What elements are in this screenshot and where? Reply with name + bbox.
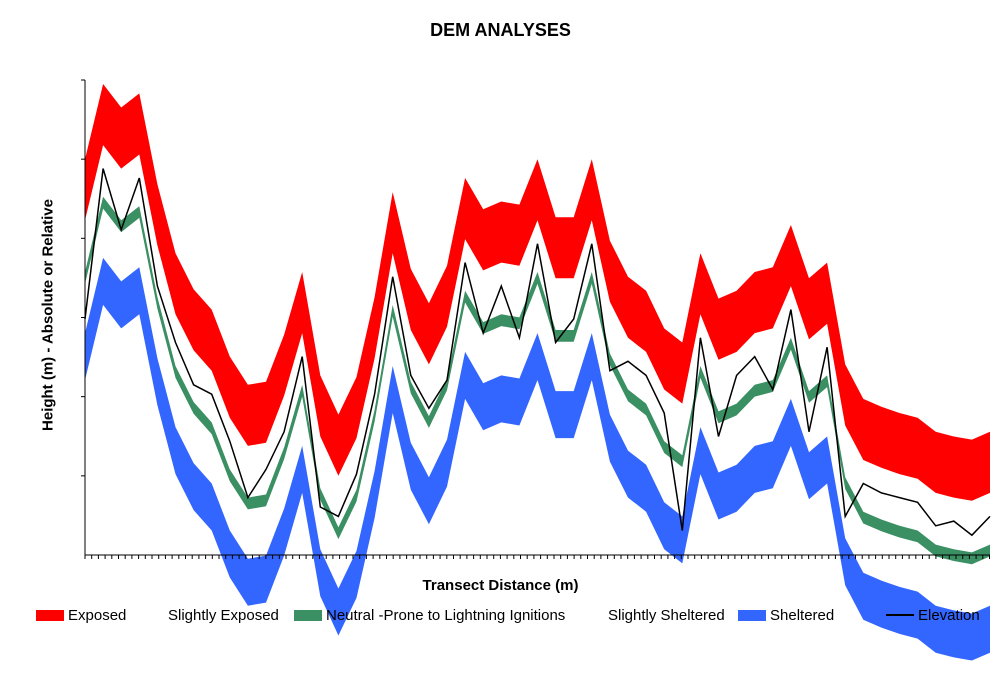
- legend-item-slightly-exposed: Slightly Exposed: [168, 604, 279, 626]
- legend-item-neutral: Neutral -Prone to Lightning Ignitions: [294, 604, 565, 626]
- legend-label-slightly-sheltered: Slightly Sheltered: [608, 606, 725, 624]
- legend-label-elevation: Elevation: [918, 606, 980, 624]
- x-axis-label: Transect Distance (m): [422, 577, 579, 594]
- legend-label-exposed: Exposed: [68, 606, 127, 624]
- legend-swatch-neutral: [294, 609, 322, 621]
- legend: Exposed Slightly Exposed Neutral -Prone …: [0, 604, 1001, 628]
- legend-item-exposed: Exposed: [36, 604, 126, 626]
- legend-item-elevation: Elevation: [886, 604, 980, 626]
- chart-title: DEM ANALYSES: [430, 20, 571, 40]
- band-exposed: [85, 84, 990, 501]
- legend-line-elevation: [886, 614, 914, 616]
- band-neutral: [85, 196, 990, 565]
- elevation-line: [84, 168, 991, 537]
- y-axis-label: Height (m) - Absolute or Relative: [39, 199, 57, 431]
- legend-item-sheltered: Sheltered: [738, 604, 834, 626]
- legend-label-slightly-exposed: Slightly Exposed: [168, 606, 279, 624]
- band-sheltered: [85, 257, 990, 661]
- legend-item-slightly-sheltered: Slightly Sheltered: [608, 604, 725, 626]
- legend-swatch-exposed: [36, 609, 64, 621]
- legend-label-sheltered: Sheltered: [770, 606, 835, 624]
- legend-label-neutral: Neutral -Prone to Lightning Ignitions: [326, 606, 566, 624]
- legend-swatch-sheltered: [738, 609, 766, 621]
